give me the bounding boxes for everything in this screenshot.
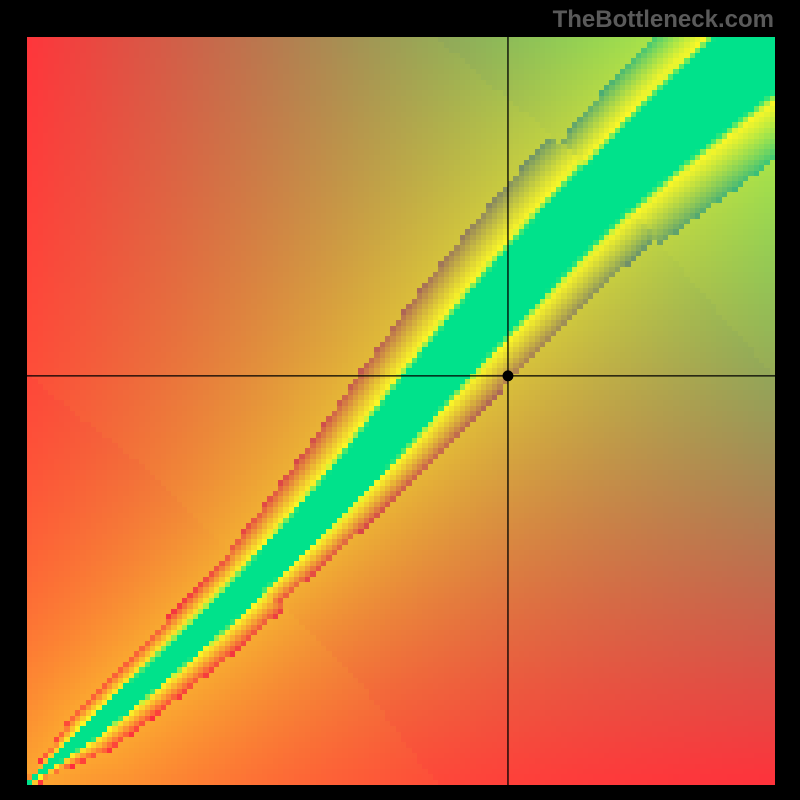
bottleneck-heatmap (27, 37, 775, 785)
watermark-text: TheBottleneck.com (553, 6, 774, 34)
chart-container: TheBottleneck.com (0, 0, 800, 800)
